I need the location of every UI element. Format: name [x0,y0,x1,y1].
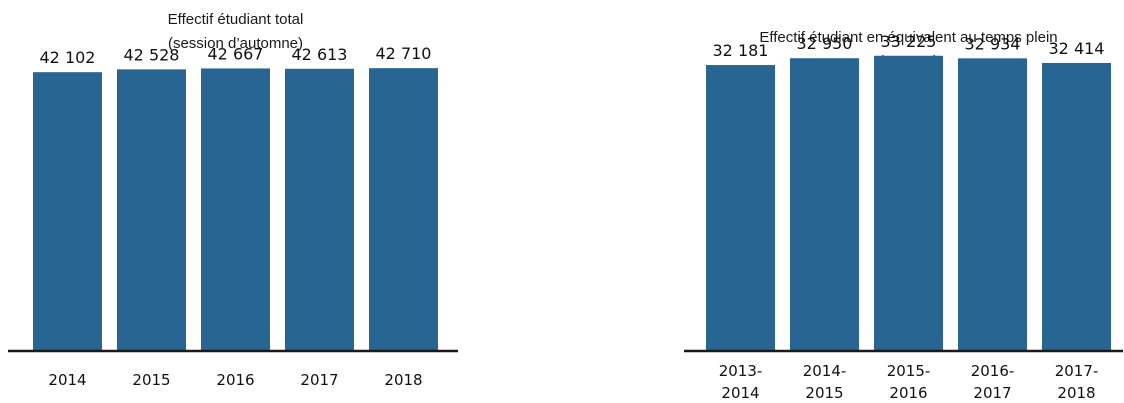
total-chart-title-line-1: Effectif étudiant total [168,11,304,28]
fte-tick-label-2-line-2: 2015 [805,384,843,402]
fte-tick-label-3-line-1: 2015- [887,362,931,380]
total-tick-label-5: 2018 [384,371,422,389]
total-tick-label-2: 2015 [132,371,170,389]
fte-value-label-4: 32 934 [965,34,1021,53]
total-value-label-3: 42 667 [208,44,264,63]
fte-tick-label-4-line-2: 2017 [973,384,1011,402]
fte-tick-label-1-line-1: 2013- [719,362,763,380]
fte-tick-label-5-line-1: 2017- [1055,362,1099,380]
fte-tick-label-5-line-2: 2018 [1057,384,1095,402]
total-chart-title-line-2: (session d’automne) [168,35,303,52]
fte-value-label-2: 32 950 [797,34,853,53]
total-tick-label-3: 2016 [216,371,254,389]
total-value-label-2: 42 528 [124,45,180,64]
total-value-label-5: 42 710 [376,44,432,63]
fte-tick-label-1-line-2: 2014 [721,384,759,402]
total-value-label-4: 42 613 [292,45,348,64]
chart-fte-enrollment: Effectif étudiant en équivalent au temps… [562,0,1124,403]
total-bar-5 [369,68,438,352]
fte-bar-3 [874,55,943,351]
fte-tick-label-2-line-1: 2014- [803,362,847,380]
fte-chart-title-line-1: Effectif étudiant en équivalent au temps… [759,29,1057,46]
chart-total-enrollment: Effectif étudiant total (session d’automn… [8,11,458,389]
fte-bar-5 [1042,62,1111,351]
total-tick-label-1: 2014 [48,371,86,389]
total-bar-2 [117,69,186,352]
chart-fte-enrollment-svg: Effectif étudiant en équivalent au temps… [684,29,1123,402]
fte-bar-4 [958,58,1027,351]
fte-tick-label-3-line-2: 2016 [889,384,927,402]
fte-value-label-5: 32 414 [1049,39,1105,58]
fte-bar-2 [790,58,859,351]
total-bar-3 [201,68,270,351]
fte-value-label-1: 32 181 [713,41,769,60]
fte-bar-1 [706,65,775,351]
fte-value-label-3: 33 225 [881,32,937,51]
total-bar-1 [33,72,102,351]
total-tick-label-4: 2017 [300,371,338,389]
chart-total-enrollment-svg: Effectif étudiant total (session d’automn… [8,11,458,389]
total-bar-4 [285,68,354,352]
total-value-label-1: 42 102 [40,48,96,67]
fte-tick-label-4-line-1: 2016- [971,362,1015,380]
